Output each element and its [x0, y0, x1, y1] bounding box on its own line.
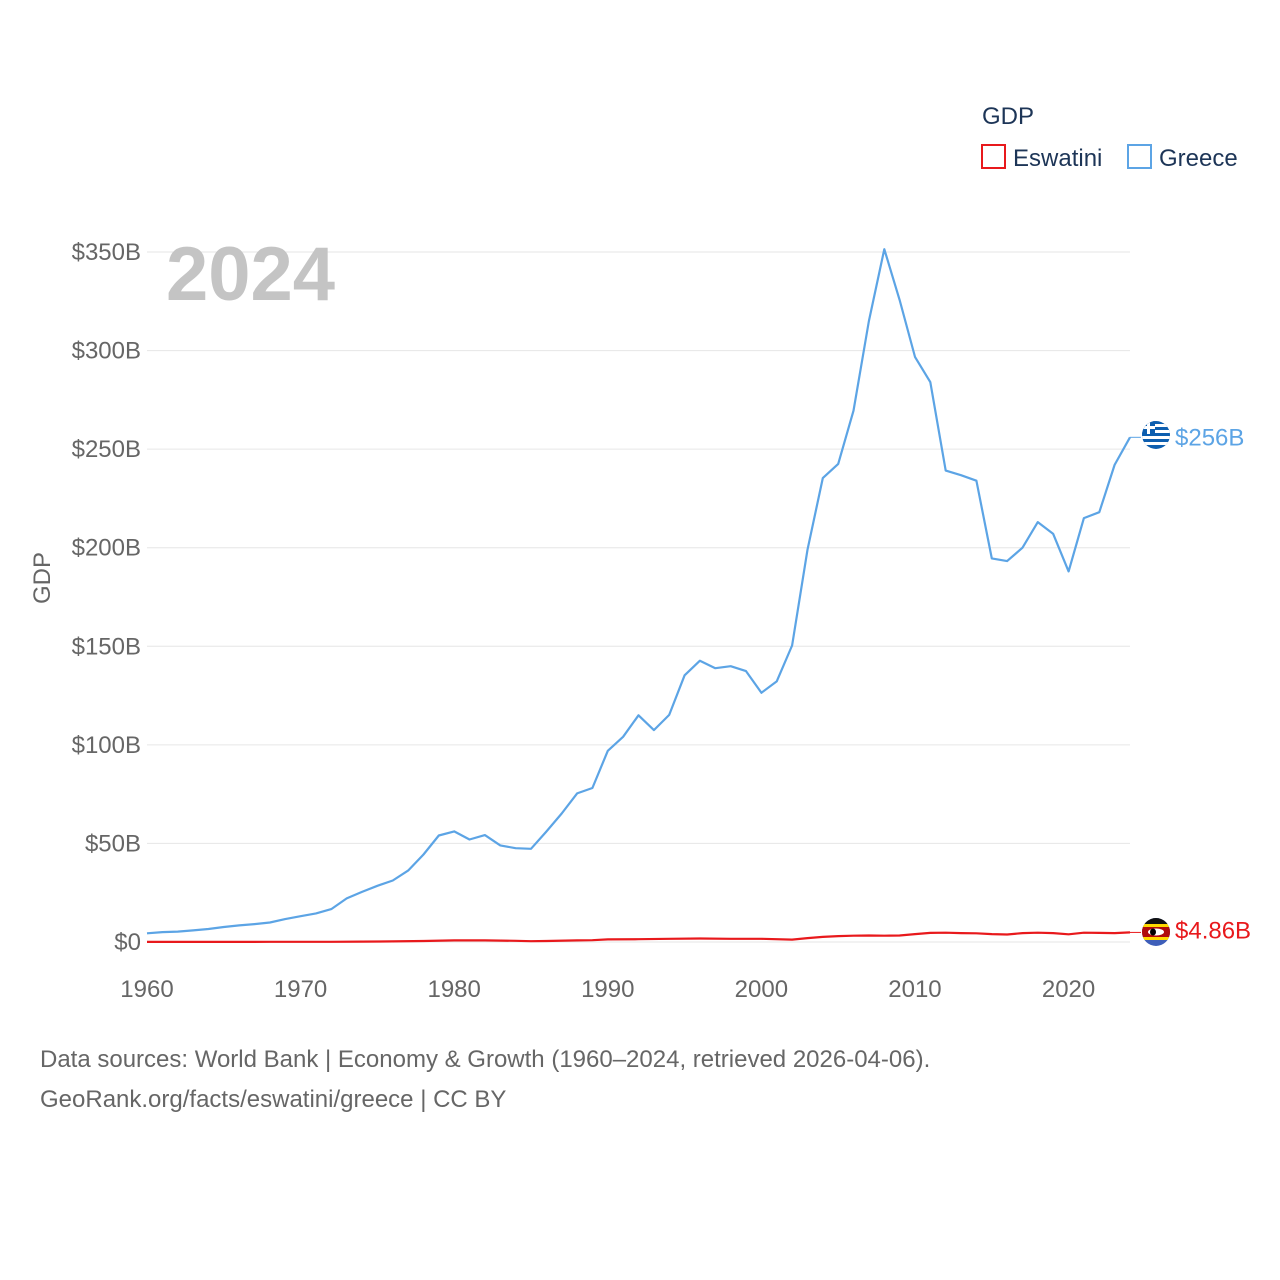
legend-item-eswatini[interactable]: Eswatini: [981, 144, 1102, 172]
legend-item-greece[interactable]: Greece: [1127, 144, 1238, 172]
x-tick-label: 1960: [120, 976, 173, 1003]
y-tick-label: $50B: [85, 830, 141, 857]
y-axis-ticks: $0 $50B $100B $150B $200B $250B $300B $350B: [72, 239, 141, 956]
legend-label-greece: Greece: [1159, 145, 1238, 172]
series-lines: [146, 248, 1131, 944]
x-tick-label: 2000: [735, 976, 788, 1003]
series-line-greece[interactable]: [146, 248, 1131, 935]
y-tick-label: $300B: [72, 338, 141, 365]
legend: GDP Eswatini Greece: [981, 103, 1238, 172]
legend-title: GDP: [982, 103, 1034, 130]
year-overlay-label: 2024: [166, 232, 335, 317]
footer-attribution[interactable]: GeoRank.org/facts/eswatini/greece | CC B…: [40, 1086, 507, 1113]
series-line-eswatini[interactable]: [147, 931, 1131, 944]
y-tick-label: $350B: [72, 239, 141, 266]
greece-flag-icon: [1142, 421, 1170, 449]
x-tick-label: 1970: [274, 976, 327, 1003]
y-tick-label: $250B: [72, 436, 141, 463]
y-tick-label: $200B: [72, 535, 141, 562]
x-tick-label: 2020: [1042, 976, 1095, 1003]
series-end-labels: $4.86B $256B: [1130, 424, 1251, 944]
end-value-label-greece: $256B: [1175, 424, 1244, 451]
legend-label-eswatini: Eswatini: [1013, 145, 1102, 172]
x-tick-label: 2010: [888, 976, 941, 1003]
x-tick-label: 1990: [581, 976, 634, 1003]
y-axis-title: GDP: [29, 552, 56, 604]
x-axis-ticks: 1960 1970 1980 1990 2000 2010 2020: [120, 976, 1095, 1003]
legend-swatch-eswatini: [981, 144, 1006, 169]
y-tick-label: $0: [114, 929, 141, 956]
footer-sources: Data sources: World Bank | Economy & Gro…: [40, 1046, 931, 1073]
gdp-line-chart: $0 $50B $100B $150B $200B $250B $300B $350B 196…: [29, 103, 1251, 1003]
y-tick-label: $100B: [72, 732, 141, 759]
footer: Data sources: World Bank | Economy & Gro…: [40, 1040, 930, 1120]
gridlines: [147, 251, 1130, 943]
eswatini-flag-icon: [1142, 918, 1170, 946]
y-tick-label: $150B: [72, 633, 141, 660]
legend-swatch-greece: [1127, 144, 1152, 169]
end-value-label-eswatini: $4.86B: [1175, 917, 1251, 944]
x-tick-label: 1980: [427, 976, 480, 1003]
